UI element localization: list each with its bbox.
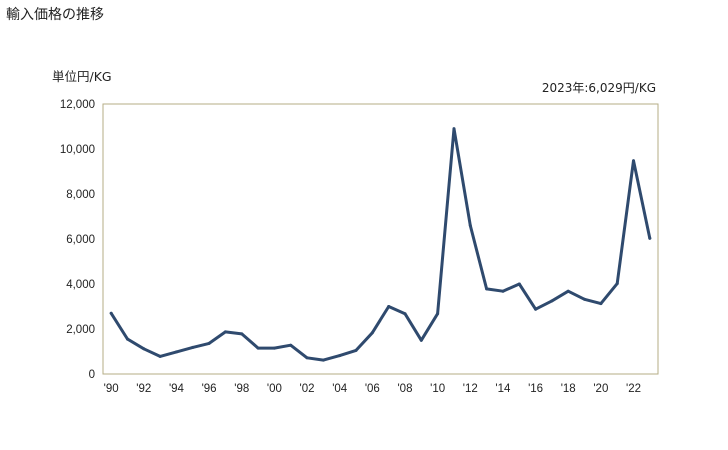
data-point [207,341,211,345]
data-point [338,354,342,358]
x-tick-label: '12 [463,383,478,395]
data-point [550,299,554,303]
chart-title: 輸入価格の推移 [6,7,104,23]
x-tick-label: '96 [202,383,217,395]
data-point [126,337,129,341]
x-tick-label: '92 [136,383,151,395]
latest-value-annotation: 2023年:6,029円/KG [541,81,656,95]
y-tick-label: 12,000 [60,99,95,111]
x-tick-label: '08 [397,383,412,395]
x-tick-label: '20 [593,383,608,395]
data-point [387,305,391,308]
x-tick-label: '00 [267,383,282,395]
y-axis: 0 2,000 4,000 6,000 8,000 10,000 12,000 [60,99,95,381]
data-point [289,343,293,347]
y-tick-label: 10,000 [60,144,95,156]
x-tick-label: '10 [430,383,445,395]
y-tick-label: 4,000 [66,279,95,291]
data-point [158,354,162,358]
x-tick-label: '94 [169,383,185,395]
series-line [109,127,652,362]
data-point [142,347,146,351]
data-point [534,307,538,311]
x-tick-label: '22 [626,383,641,395]
data-point [403,312,407,316]
data-point [632,159,635,163]
data-point [240,332,244,336]
data-point [109,311,113,315]
data-point [517,282,521,286]
data-point [485,287,489,291]
data-point [419,338,423,342]
data-point [615,282,619,286]
data-point [370,331,374,335]
data-point [501,289,505,293]
y-tick-label: 6,000 [66,234,95,246]
y-tick-label: 8,000 [66,189,95,201]
x-tick-label: '98 [234,383,249,395]
data-point [272,346,276,350]
data-point [321,358,325,362]
x-tick-label: '06 [365,383,380,395]
plot-area [102,103,659,375]
data-point [599,302,603,306]
x-tick-label: '90 [104,383,119,395]
data-point [468,224,472,227]
data-point [648,236,652,240]
y-tick-label: 0 [89,369,95,381]
data-point [583,297,586,301]
data-point [175,350,178,354]
data-point [305,356,309,360]
x-tick-label: '04 [332,383,348,395]
x-tick-label: '18 [561,383,576,395]
data-point [566,289,570,293]
data-point [452,127,456,131]
x-axis: '90 '92 '94 '96 '98 '00 '02 '04 '06 '08 '10 '12 '14 '… [104,383,641,395]
x-tick-label: '02 [300,383,315,395]
data-point [436,312,440,316]
data-point [223,330,227,334]
y-axis-unit-label: 単位円/KG [52,69,112,84]
data-point [354,348,358,352]
x-tick-label: '16 [528,383,543,395]
data-point [256,346,260,350]
data-point [191,345,195,349]
series-group [109,127,652,362]
y-tick-label: 2,000 [66,324,95,336]
x-tick-label: '14 [495,383,511,395]
